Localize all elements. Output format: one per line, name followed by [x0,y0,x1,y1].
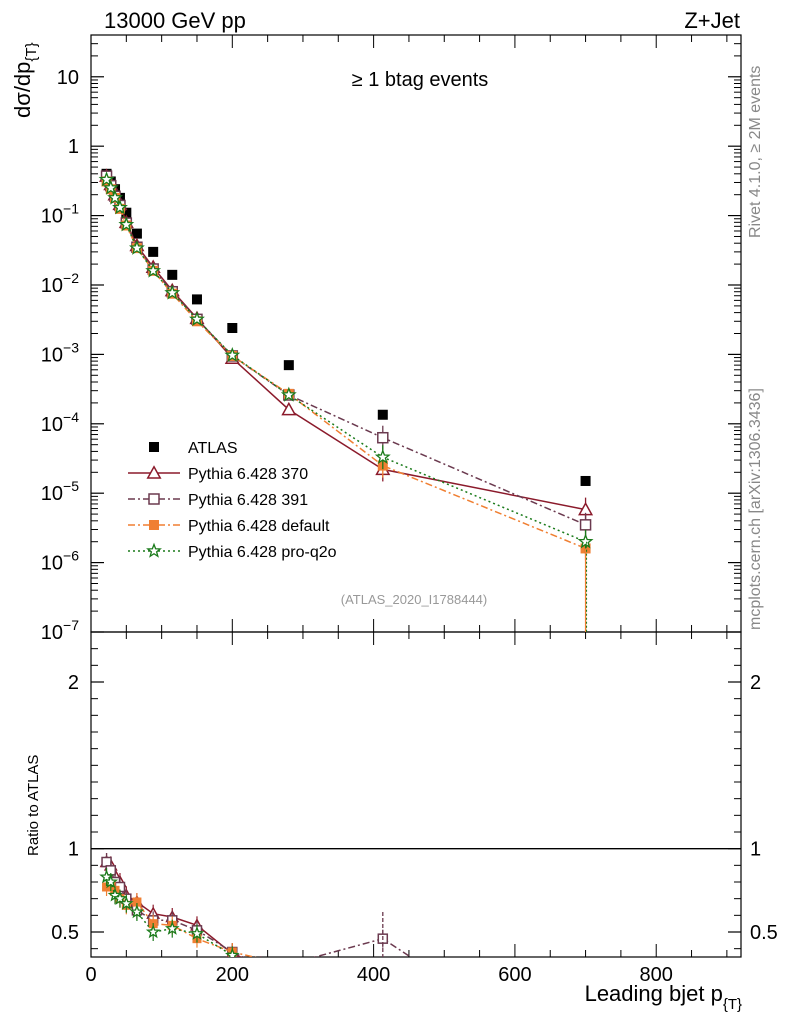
ratio-point-pq2o [189,925,205,940]
x-tick-label: 200 [216,964,249,986]
ratio-y-tick-label: 0.5 [51,922,79,944]
ratio-y-tick-label-right: 1 [750,839,761,861]
ratio-point-pq2o [119,895,134,910]
ratio-point-pq2o [145,924,161,939]
legend-label-p370: Pythia 6.428 370 [188,466,308,483]
data-point-pq2o [164,284,181,300]
data-point-p370 [281,401,297,416]
data-point-atlas [377,409,388,420]
data-point-pq2o [118,216,135,232]
main-plot-frame [90,34,742,633]
y-tick-label: 10−5 [41,478,79,505]
header-process: Z+Jet [684,8,740,33]
data-point-atlas [167,269,178,280]
ratio-point-pq2o [112,890,128,905]
x-tick-label: 800 [640,964,673,986]
y-tick-label: 10−4 [41,409,79,436]
data-point-p391 [377,431,389,444]
legend-label-atlas: ATLAS [188,440,238,457]
x-tick-label: 600 [498,964,531,986]
data-point-pq2o [145,262,162,278]
ratio-y-tick-label-right: 2 [750,672,761,694]
ratio-point-p370 [255,960,266,970]
ratio-line-pdefault [106,886,257,957]
ratio-plot-frame [90,631,742,958]
y-tick-label: 10−3 [41,339,79,366]
ratio-point-pq2o [103,874,119,889]
ratio-line-p391 [105,861,412,957]
x-axis-label: Leading bjet p{T} [585,981,742,1013]
rivet-label: Rivet 4.1.0, ≥ 2M events [747,66,764,238]
data-point-atlas [283,360,294,371]
ratio-point-pdefault [132,897,142,907]
series-line-pq2o [105,179,586,543]
data-point-p391 [579,519,592,531]
data-point-atlas [191,294,202,305]
x-tick-label: 0 [85,964,96,986]
main-y-axis-label: dσ/dp{T} [10,42,40,118]
legend-label-pq2o: Pythia 6.428 pro-q2o [188,544,337,561]
ratio-point-p391 [256,961,265,970]
data-point-atlas [580,475,591,486]
legend-marker-atlas [149,442,159,452]
data-point-pq2o [189,310,205,327]
ratio-point-pq2o [164,920,180,935]
ratio-y-tick-label-right: 0.5 [750,922,778,944]
data-point-pq2o [98,171,115,187]
mcplots-label: mcplots.cern.ch [arXiv:1306.3436] [747,388,764,630]
svg-text:dσ/dp{T}: dσ/dp{T} [10,42,40,118]
y-tick-label: 1 [68,136,79,158]
data-point-pq2o [280,386,297,402]
legend-label-p391: Pythia 6.428 391 [188,492,308,509]
ratio-y-axis-label: Ratio to ATLAS [25,755,42,856]
legend: ATLAS Pythia 6.428 370 Pythia 6.428 391 Pyt… [128,440,337,561]
svg-text:Leading bjet p{T}: Leading bjet p{T} [585,981,742,1013]
data-point-pq2o [224,346,241,363]
y-tick-label: 10−1 [41,201,79,228]
data-point-atlas [121,207,132,218]
ratio-y-tick-label: 2 [68,672,79,694]
data-point-pq2o [577,533,594,549]
data-point-pq2o [128,239,145,255]
x-tick-label: 400 [357,964,390,986]
legend-marker-p370 [146,465,162,479]
data-point-pq2o [102,179,119,195]
series-line-p370 [105,175,586,511]
header-energy: 13000 GeV pp [104,8,246,33]
ratio-ticks: 0.5 0.5 1 1 2 2 0 200 400 600 800 [51,632,778,986]
legend-label-pdefault: Pythia 6.428 default [188,518,330,535]
data-point-atlas [148,246,159,257]
chart-title: ≥ 1 btag events [352,69,489,91]
data-point-pq2o [107,189,123,205]
y-tick-label: 10−6 [41,548,79,575]
legend-marker-p391 [148,493,160,505]
data-point-pq2o [374,448,391,464]
data-point-pq2o [112,199,128,215]
legend-marker-pq2o [146,542,162,558]
ratio-line-pq2o [105,876,233,956]
y-tick-label: 10−7 [41,617,79,644]
ratio-point-pq2o [224,947,240,957]
ratio-series [99,853,412,970]
y-tick-label: 10−2 [41,270,79,297]
ratio-point-pq2o [129,904,145,919]
data-point-atlas [131,228,142,239]
analysis-watermark: (ATLAS_2020_I1788444) [341,592,487,607]
main-series [98,168,594,632]
main-y-ticks: 10 1 10−1 10−2 10−3 10−4 10−5 10−6 10−7 [41,35,741,644]
ratio-y-tick-label: 1 [68,839,79,861]
y-tick-label: 10 [57,67,79,89]
data-point-atlas [227,323,238,334]
legend-marker-pdefault [149,520,159,530]
